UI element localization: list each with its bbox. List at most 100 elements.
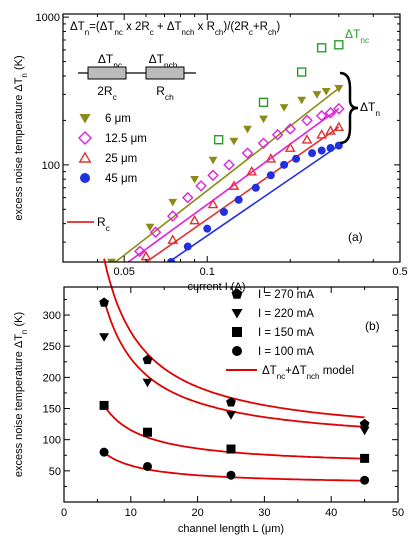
- data-point: [316, 129, 328, 139]
- plot-frame: [62, 13, 401, 263]
- panel-b: 0 10 20 30 40 50 50 100 150 200 250 300 channel leng…: [13, 258, 404, 535]
- legend-label: 25 μm: [105, 153, 137, 165]
- legend-label: I = 220 mA: [258, 308, 314, 320]
- data-point: [284, 142, 296, 152]
- sym-base: ΔT: [360, 100, 376, 114]
- sym-sub: c: [106, 223, 110, 233]
- circuit-label-tnch: ΔTnch: [149, 52, 178, 70]
- resistor-channel: [145, 66, 185, 80]
- legend-model-part: +ΔT: [285, 365, 306, 377]
- data-point: [312, 91, 322, 99]
- legend-marker: [231, 288, 243, 299]
- legend-label: I = 270 mA: [258, 289, 314, 301]
- x-axis-label: channel length L (μm): [178, 523, 284, 535]
- fit-lines: [114, 87, 340, 262]
- legend-model-part: nch: [307, 372, 320, 381]
- tn-label: ΔTn: [360, 100, 380, 118]
- data-point: [315, 109, 328, 122]
- y-tick-label: 1000: [36, 12, 60, 24]
- y-axis-label: excess noise temperature ΔTn (K): [13, 312, 29, 477]
- sym-sub: c: [113, 92, 117, 102]
- legend-rc-label: Rc: [97, 215, 110, 233]
- data-point: [145, 223, 155, 232]
- fit-line: [144, 126, 340, 262]
- data-point: [284, 123, 297, 135]
- formula-part: +R: [253, 21, 268, 33]
- ylabel-main: excess noise temperature ΔT: [13, 77, 25, 220]
- formula-part: nch: [182, 28, 195, 37]
- data-point: [226, 444, 236, 454]
- y-tick-label: 200: [43, 372, 61, 384]
- data-point: [228, 180, 240, 190]
- data-point: [325, 125, 336, 135]
- data-point: [317, 146, 326, 155]
- data-point: [226, 470, 236, 480]
- sym-sub: nc: [113, 60, 122, 70]
- formula-part: x 2R: [123, 21, 150, 33]
- data-point: [167, 234, 179, 244]
- data-point: [143, 461, 152, 471]
- formula-part: ch: [215, 28, 223, 37]
- fit-line: [114, 87, 340, 262]
- resistor-contact: [87, 66, 127, 80]
- data-point: [190, 175, 199, 184]
- legend-label: I = 150 mA: [258, 327, 314, 339]
- legend-marker: [80, 173, 90, 183]
- data-point: [229, 137, 239, 146]
- x-tick-label: 0.05: [113, 266, 134, 278]
- legend-model-part: nc: [277, 372, 285, 381]
- data-point: [99, 447, 109, 457]
- y-tick-label: 150: [43, 404, 61, 416]
- data-point: [301, 114, 313, 127]
- data-point: [223, 159, 235, 171]
- formula-part: ): [276, 21, 280, 33]
- sym-base: ΔT: [98, 52, 114, 66]
- sym-base: R: [156, 84, 165, 98]
- data-point: [271, 128, 284, 141]
- data-point: [226, 411, 236, 420]
- data-point: [321, 88, 331, 96]
- data-point: [301, 134, 313, 144]
- formula-part: c: [249, 28, 253, 37]
- markers: [107, 40, 345, 262]
- formula-part: c: [150, 28, 154, 37]
- data-point: [316, 43, 327, 53]
- data-point: [208, 156, 218, 165]
- legend-model-part: ΔT: [262, 365, 277, 377]
- circuit-label-rch: Rch: [156, 84, 174, 102]
- data-point: [326, 144, 335, 153]
- sym-sub: nc: [360, 35, 369, 45]
- x-tick-label: 0.5: [392, 266, 407, 278]
- sym-sub: n: [375, 108, 380, 118]
- formula: ΔTn=(ΔTnc x 2Rc + ΔTnch x Rch)/(2Rc+Rch): [70, 21, 280, 37]
- ylabel-main: excess noise temperature ΔT: [13, 334, 25, 477]
- data-point: [280, 160, 289, 169]
- x-tick-label: 50: [392, 507, 404, 519]
- tnc-label: ΔTnc: [345, 27, 369, 45]
- formula-part: =(ΔT: [89, 21, 114, 33]
- data-point: [359, 426, 370, 436]
- y-tick-label: 100: [42, 160, 60, 172]
- data-point: [333, 121, 345, 132]
- legend-label: I = 100 mA: [258, 346, 314, 358]
- x-tick-label: 0.1: [200, 266, 215, 278]
- sym-sub: nch: [164, 60, 178, 70]
- data-point: [251, 183, 260, 192]
- model-curve: [103, 258, 365, 419]
- data-point: [360, 453, 370, 463]
- data-point: [265, 153, 277, 163]
- y-tick-label: 100: [43, 435, 61, 447]
- data-point: [246, 165, 258, 176]
- sym-base: R: [97, 215, 106, 229]
- ylabel-sub: n: [20, 330, 29, 334]
- data-point: [292, 154, 301, 163]
- data-point: [241, 147, 254, 159]
- data-point: [297, 96, 307, 105]
- formula-part: )/(2R: [223, 21, 249, 33]
- data-point: [334, 40, 344, 50]
- y-tick-label: 50: [49, 466, 61, 478]
- formula-part: ch: [268, 28, 276, 37]
- legend-marker: [79, 114, 91, 124]
- brace: [339, 71, 359, 145]
- formula-part: + ΔT: [154, 21, 182, 33]
